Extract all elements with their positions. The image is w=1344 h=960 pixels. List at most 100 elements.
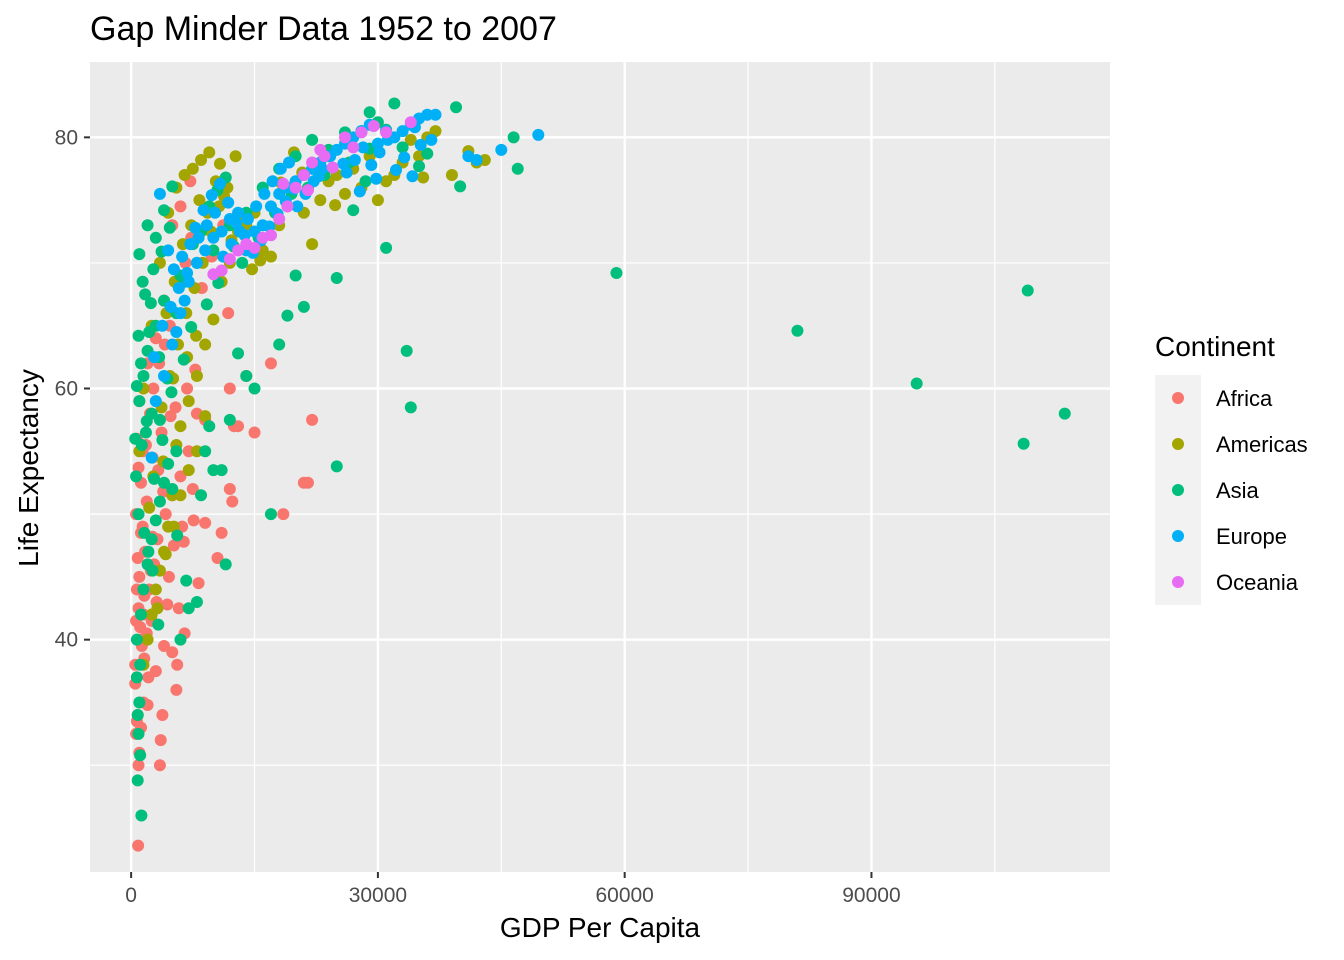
data-point-africa <box>176 520 189 533</box>
data-point-oceania <box>297 169 310 182</box>
data-point-europe <box>357 141 370 154</box>
x-axis-title: GDP Per Capita <box>500 912 701 943</box>
data-point-europe <box>248 225 261 238</box>
data-point-africa <box>164 410 177 423</box>
data-point-asia <box>910 377 923 390</box>
data-point-americas <box>203 146 216 159</box>
legend-label-asia: Asia <box>1216 478 1260 503</box>
data-point-africa <box>226 495 239 508</box>
data-point-africa <box>170 683 183 696</box>
data-point-asia <box>140 415 153 428</box>
data-point-asia <box>134 749 147 762</box>
legend-key-oceania <box>1172 576 1184 588</box>
data-point-asia <box>158 476 171 489</box>
data-point-oceania <box>404 116 417 129</box>
data-point-africa <box>169 401 182 414</box>
data-point-asia <box>149 231 162 244</box>
data-point-americas <box>445 169 458 182</box>
data-point-asia <box>166 482 179 495</box>
data-point-oceania <box>355 126 368 139</box>
data-point-oceania <box>289 181 302 194</box>
data-point-europe <box>274 162 287 175</box>
data-point-oceania <box>281 200 294 213</box>
data-point-africa <box>147 382 160 395</box>
data-point-oceania <box>264 229 277 242</box>
data-point-americas <box>151 602 164 615</box>
data-point-asia <box>1021 284 1034 297</box>
data-point-africa <box>153 759 166 772</box>
y-axis-ticks: 40 60 80 <box>55 126 90 652</box>
data-point-europe <box>495 143 508 156</box>
data-point-asia <box>165 386 178 399</box>
data-point-asia <box>330 460 343 473</box>
data-point-oceania <box>223 253 236 266</box>
data-point-europe <box>166 338 179 351</box>
data-point-asia <box>791 324 804 337</box>
data-point-africa <box>159 508 172 521</box>
data-point-americas <box>143 501 156 514</box>
data-point-asia <box>132 508 145 521</box>
data-point-oceania <box>215 264 228 277</box>
data-point-europe <box>170 326 183 338</box>
data-point-asia <box>404 401 417 414</box>
data-point-africa <box>174 200 187 213</box>
data-point-europe <box>199 244 212 257</box>
data-point-europe <box>176 250 189 263</box>
data-point-europe <box>396 125 409 138</box>
data-point-europe <box>398 151 411 164</box>
data-point-europe <box>532 128 545 141</box>
data-point-africa <box>182 445 195 458</box>
data-point-africa <box>248 426 261 439</box>
y-tick-label: 80 <box>55 126 78 149</box>
data-point-asia <box>133 248 146 261</box>
data-point-asia <box>139 288 152 301</box>
data-point-asia <box>129 432 142 445</box>
data-point-asia <box>135 809 148 822</box>
data-point-asia <box>200 298 213 311</box>
x-tick-label: 0 <box>125 884 137 907</box>
data-point-africa <box>232 420 245 433</box>
data-point-americas <box>417 171 430 184</box>
data-point-africa <box>158 639 171 652</box>
data-point-americas <box>371 194 384 207</box>
data-point-asia <box>207 464 220 477</box>
data-point-africa <box>157 485 170 498</box>
data-point-americas <box>149 583 162 596</box>
data-point-africa <box>166 646 179 659</box>
data-point-asia <box>454 180 467 193</box>
legend-title: Continent <box>1155 331 1275 362</box>
data-point-oceania <box>277 177 290 190</box>
data-point-asia <box>363 106 376 119</box>
data-point-americas <box>141 633 154 646</box>
data-point-europe <box>197 204 210 217</box>
data-point-asia <box>306 133 319 146</box>
legend-label-europe: Europe <box>1216 524 1287 549</box>
data-point-europe <box>149 395 162 408</box>
plot-panel <box>90 62 1110 872</box>
data-point-asia <box>143 326 156 338</box>
chart-title: Gap Minder Data 1952 to 2007 <box>90 10 557 48</box>
data-point-americas <box>195 153 208 166</box>
data-point-asia <box>236 256 249 269</box>
data-point-asia <box>135 357 147 370</box>
legend-items: Africa Americas Asia Europe Oceania <box>1172 386 1308 595</box>
legend-label-africa: Africa <box>1216 386 1273 411</box>
data-point-americas <box>306 238 319 251</box>
data-point-oceania <box>339 131 351 144</box>
data-point-asia <box>148 472 161 485</box>
data-point-europe <box>207 231 220 244</box>
data-point-europe <box>353 185 366 198</box>
data-point-americas <box>190 329 203 342</box>
x-tick-label: 30000 <box>349 884 407 907</box>
data-point-asia <box>133 395 146 408</box>
data-point-asia <box>240 369 253 382</box>
data-point-asia <box>232 347 245 360</box>
data-point-asia <box>130 671 143 684</box>
data-point-asia <box>131 709 144 722</box>
data-point-asia <box>162 457 175 470</box>
data-point-europe <box>390 164 402 176</box>
data-point-europe <box>283 156 296 169</box>
data-point-americas <box>159 548 172 561</box>
data-point-americas <box>339 187 351 200</box>
